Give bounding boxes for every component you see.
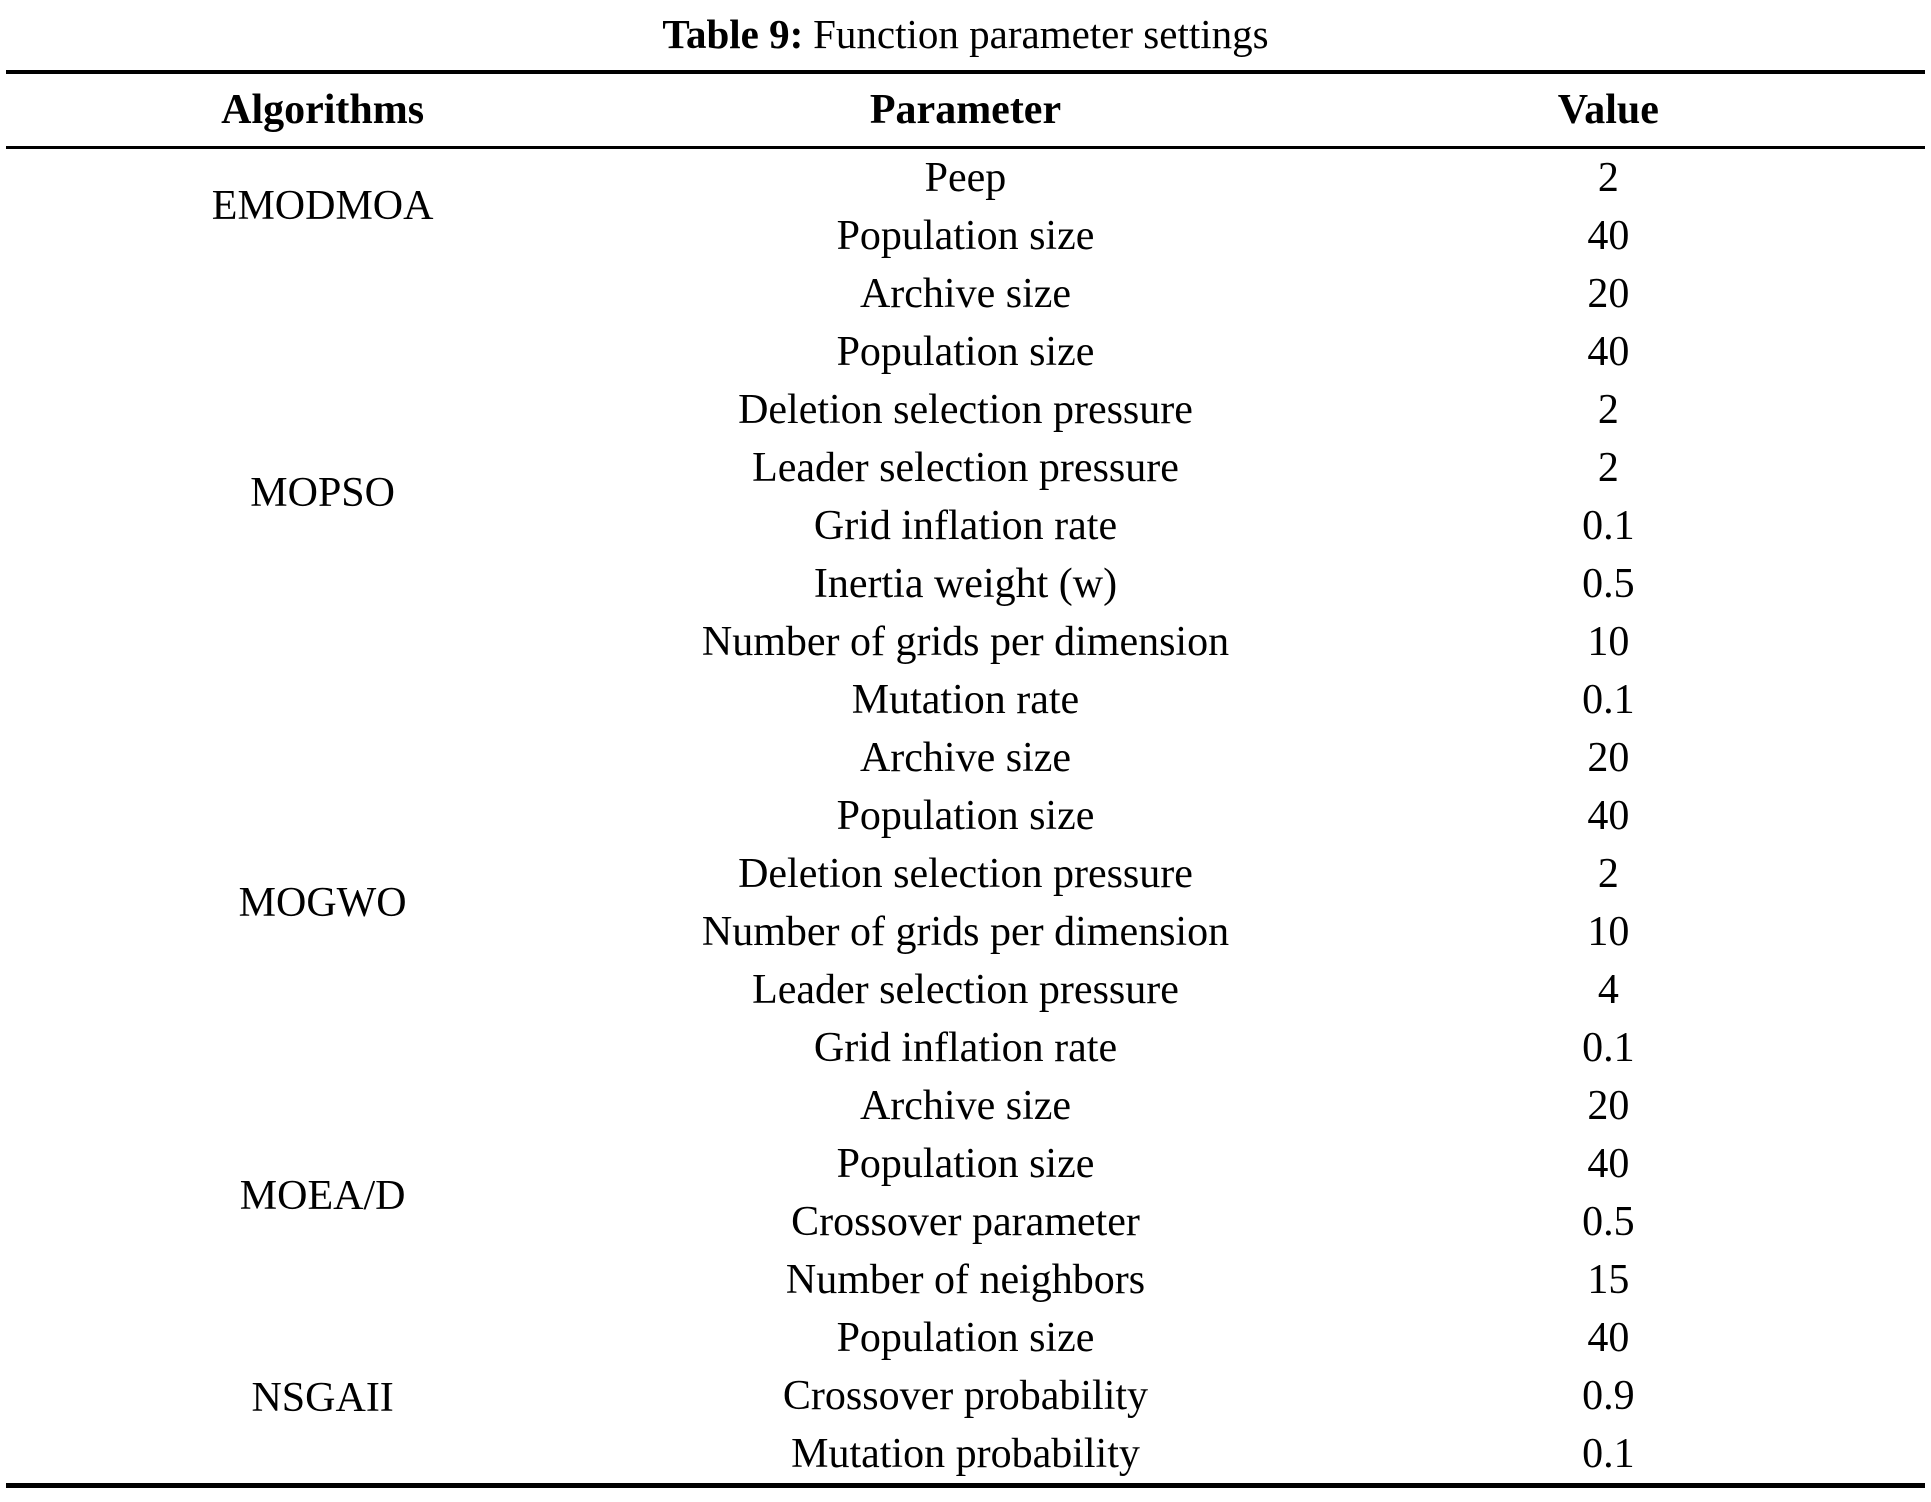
- algorithm-name: MOEA/D: [239, 1173, 406, 1219]
- value-cell: 40: [1587, 213, 1630, 259]
- parameter-cell: Population size: [836, 1141, 1095, 1187]
- parameter-cell: Population size: [836, 1315, 1095, 1361]
- value-cell: 40: [1587, 793, 1630, 839]
- table-row: Deletion selection pressure 2: [6, 845, 1925, 903]
- parameter-table: Algorithms Parameter Value EMODMOA Peep 2 P…: [6, 70, 1925, 1488]
- parameter-cell: Grid inflation rate: [813, 1025, 1118, 1071]
- value-cell: 4: [1597, 967, 1619, 1013]
- algorithm-name: NSGAII: [251, 1375, 394, 1421]
- value-cell: 2: [1597, 387, 1619, 433]
- table-row: Grid inflation rate 0.1: [6, 1019, 1925, 1077]
- value-cell: 20: [1587, 271, 1630, 317]
- algorithm-name: MOPSO: [250, 470, 395, 516]
- value-cell: 0.5: [1582, 1199, 1635, 1245]
- table-row: Crossover probability 0.9: [6, 1367, 1925, 1425]
- table-row: Grid inflation rate 0.1: [6, 497, 1925, 555]
- parameter-cell: Inertia weight (w): [813, 561, 1118, 607]
- parameter-cell: Leader selection pressure: [752, 967, 1179, 1013]
- algorithm-name: MOGWO: [238, 880, 407, 926]
- parameter-cell: Population size: [836, 213, 1095, 259]
- parameter-cell: Deletion selection pressure: [738, 851, 1193, 897]
- value-cell: 40: [1587, 1315, 1630, 1361]
- table-row: EMODMOA Peep 2: [6, 148, 1925, 229]
- value-cell: 2: [1597, 155, 1619, 201]
- parameter-cell: Number of grids per dimension: [701, 909, 1230, 955]
- value-cell: 0.1: [1582, 503, 1635, 549]
- parameter-cell: Population size: [836, 793, 1095, 839]
- value-cell: 10: [1587, 619, 1630, 665]
- parameter-cell: Deletion selection pressure: [738, 387, 1193, 433]
- parameter-cell: Population size: [836, 329, 1095, 375]
- table-row: Leader selection pressure 4: [6, 961, 1925, 1019]
- table-row: Leader selection pressure 2: [6, 439, 1925, 497]
- table-row: MOPSO Population size 40: [6, 323, 1925, 516]
- parameter-cell: Mutation rate: [851, 677, 1080, 723]
- header-row: Algorithms Parameter Value: [6, 72, 1925, 149]
- parameter-cell: Grid inflation rate: [813, 503, 1118, 549]
- table-row: Number of neighbors 15: [6, 1251, 1925, 1309]
- table-row: Archive size 20: [6, 729, 1925, 787]
- table-row: Mutation rate 0.1: [6, 671, 1925, 729]
- value-cell: 40: [1587, 329, 1630, 375]
- value-cell: 15: [1587, 1257, 1630, 1303]
- value-cell: 2: [1597, 445, 1619, 491]
- value-cell: 20: [1587, 1083, 1630, 1129]
- parameter-cell: Archive size: [859, 271, 1072, 317]
- table-row: Number of grids per dimension 10: [6, 613, 1925, 671]
- column-header-parameter: Parameter: [639, 72, 1292, 149]
- value-cell: 2: [1597, 851, 1619, 897]
- value-cell: 0.5: [1582, 561, 1635, 607]
- table-row: Deletion selection pressure 2: [6, 381, 1925, 439]
- value-cell: 0.9: [1582, 1373, 1635, 1419]
- parameter-cell: Archive size: [859, 735, 1072, 781]
- algorithm-cell: NSGAII: [6, 1309, 639, 1486]
- table-row: Number of grids per dimension 10: [6, 903, 1925, 961]
- algorithm-cell: MOGWO: [6, 787, 639, 1135]
- table-row: Mutation probability 0.1: [6, 1425, 1925, 1486]
- value-cell: 20: [1587, 735, 1630, 781]
- table-row: Population size 40: [6, 207, 1925, 265]
- parameter-cell: Crossover parameter: [791, 1199, 1140, 1245]
- table-caption: Table 9: Function parameter settings: [0, 6, 1931, 70]
- table-header: Algorithms Parameter Value: [6, 72, 1925, 149]
- value-cell: 0.1: [1582, 677, 1635, 723]
- column-header-value: Value: [1291, 72, 1925, 149]
- caption-text: Function parameter settings: [813, 11, 1269, 57]
- column-header-algorithms: Algorithms: [6, 72, 640, 149]
- parameter-cell: Crossover probability: [782, 1373, 1149, 1419]
- parameter-cell: Peep: [924, 155, 1007, 201]
- value-cell: 0.1: [1582, 1025, 1635, 1071]
- table-row: Crossover parameter 0.5: [6, 1193, 1925, 1251]
- table-row: Archive size 20: [6, 1077, 1925, 1135]
- table-body: EMODMOA Peep 2 Population size 40 Archive siz…: [6, 148, 1925, 1486]
- table-row: MOEA/D Population size 40: [6, 1135, 1925, 1219]
- parameter-cell: Number of neighbors: [785, 1257, 1146, 1303]
- algorithm-cell: EMODMOA: [6, 148, 639, 324]
- parameter-cell: Mutation probability: [791, 1431, 1140, 1477]
- table-row: NSGAII Population size 40: [6, 1309, 1925, 1421]
- parameter-cell: Leader selection pressure: [752, 445, 1179, 491]
- algorithm-name: EMODMOA: [211, 183, 434, 229]
- caption-label: Table 9:: [662, 11, 804, 57]
- parameter-cell: Number of grids per dimension: [701, 619, 1230, 665]
- table-row: MOGWO Population size 40: [6, 787, 1925, 926]
- value-cell: 10: [1587, 909, 1630, 955]
- value-cell: 40: [1587, 1141, 1630, 1187]
- value-cell: 0.1: [1582, 1431, 1635, 1477]
- table-row: Archive size 20: [6, 265, 1925, 323]
- table-row: Inertia weight (w) 0.5: [6, 555, 1925, 613]
- algorithm-cell: MOPSO: [6, 323, 639, 787]
- algorithm-cell: MOEA/D: [6, 1135, 639, 1309]
- parameter-cell: Archive size: [859, 1083, 1072, 1129]
